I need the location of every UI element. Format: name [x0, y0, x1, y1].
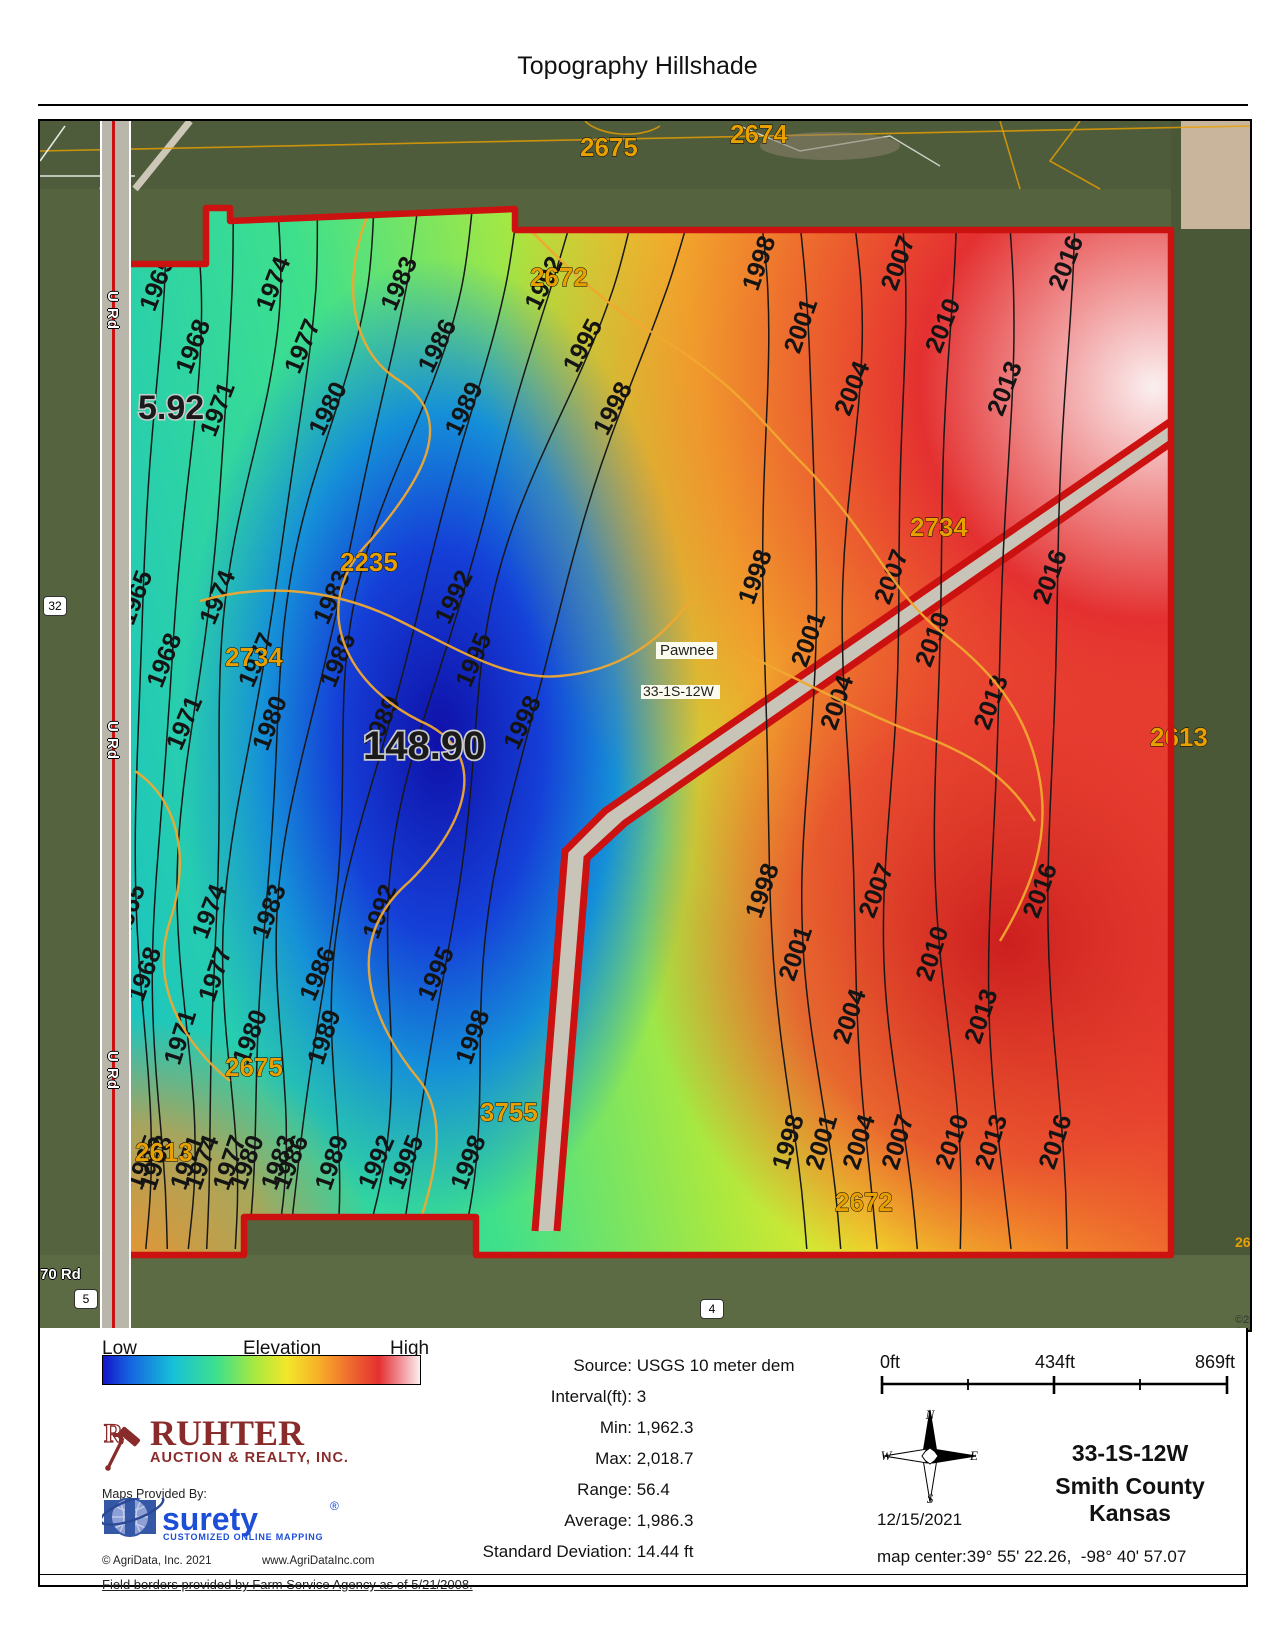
svg-text:®: ®: [330, 1499, 339, 1513]
svg-text:CUSTOMIZED ONLINE MAPPING: CUSTOMIZED ONLINE MAPPING: [163, 1532, 323, 1542]
svg-text:2672: 2672: [530, 262, 588, 292]
svg-text:Pawnee: Pawnee: [660, 642, 714, 659]
svg-text:2675: 2675: [580, 132, 638, 162]
svg-text:5.92: 5.92: [138, 389, 204, 427]
svg-text:2734: 2734: [225, 642, 283, 672]
svg-text:2672: 2672: [835, 1187, 893, 1217]
svg-text:W: W: [881, 1448, 893, 1463]
svg-text:2674: 2674: [730, 121, 788, 149]
svg-text:33-1S-12W: 33-1S-12W: [643, 683, 715, 699]
svg-text:2734: 2734: [910, 512, 968, 542]
svg-text:2235: 2235: [340, 547, 398, 577]
svg-text:148.90: 148.90: [363, 724, 485, 768]
svg-text:E: E: [969, 1448, 978, 1463]
svg-text:N: N: [925, 1407, 936, 1422]
svg-text:3755: 3755: [480, 1097, 538, 1127]
svg-text:2675: 2675: [225, 1052, 283, 1082]
svg-text:2613: 2613: [1150, 722, 1208, 752]
svg-text:2613: 2613: [135, 1137, 193, 1167]
svg-text:S: S: [927, 1491, 934, 1506]
